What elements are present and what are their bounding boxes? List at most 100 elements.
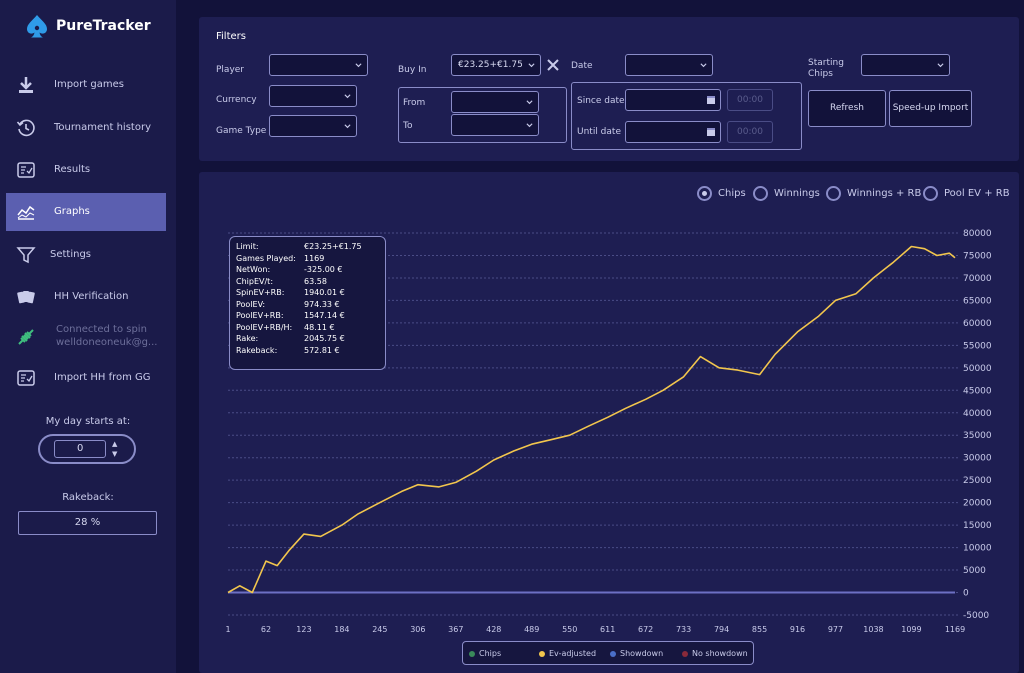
legend-item-ev-adjusted[interactable]: Ev-adjusted: [539, 649, 596, 658]
stat-row: SpinEV+RB: 1940.01 €: [236, 288, 345, 297]
player-select[interactable]: [269, 54, 368, 76]
refresh-button[interactable]: Refresh: [808, 90, 886, 127]
until-time-input[interactable]: 00:00: [727, 121, 773, 143]
since-time-input[interactable]: 00:00: [727, 89, 773, 111]
y-tick-label: 40000: [963, 409, 992, 419]
sidebar-item-results[interactable]: Results: [6, 151, 166, 189]
sidebar-item-label: Connected to spin welldoneoneuk@g...: [56, 324, 158, 348]
sidebar-item-label: Tournament history: [54, 122, 151, 133]
currency-select[interactable]: [269, 85, 357, 107]
radio-winnings[interactable]: Winnings: [753, 186, 820, 201]
sidebar-item-import-games[interactable]: Import games: [6, 66, 166, 104]
legend-dot: [539, 650, 545, 657]
y-tick-label: 55000: [963, 341, 992, 351]
date-select[interactable]: [625, 54, 713, 76]
legend-dot: [469, 650, 475, 657]
radio-label: Chips: [718, 188, 746, 199]
filters-panel: Filters Player Currency Game Type Buy In…: [199, 17, 1019, 161]
until-date-input[interactable]: [625, 121, 721, 143]
rakeback-label: Rakeback:: [62, 492, 114, 503]
x-tick-label: 367: [448, 625, 463, 634]
x-tick-label: 1: [225, 625, 230, 634]
stat-row: Rakeback: 572.81 €: [236, 345, 340, 355]
buy-in-select[interactable]: €23.25+€1.75: [451, 54, 541, 76]
spade-logo-icon: [27, 15, 47, 38]
x-tick-label: 1099: [901, 625, 921, 634]
clear-buy-in-icon[interactable]: [545, 57, 561, 73]
chevron-down-icon[interactable]: ▼: [112, 450, 118, 458]
buy-in-from-select[interactable]: [451, 91, 539, 113]
y-tick-label: 80000: [963, 229, 992, 239]
x-tick-label: 672: [638, 625, 653, 634]
buy-in-to-select[interactable]: [451, 114, 539, 136]
speedup-import-button[interactable]: Speed-up Import: [889, 90, 972, 127]
radio-dot[interactable]: [697, 186, 712, 201]
y-tick-label: 30000: [963, 454, 992, 464]
x-tick-label: 1038: [863, 625, 883, 634]
graph-panel: Chips Winnings Winnings + RB Pool EV + R…: [199, 172, 1019, 673]
y-tick-label: 75000: [963, 251, 992, 261]
radio-dot[interactable]: [826, 186, 841, 201]
radio-chips[interactable]: Chips: [697, 186, 746, 201]
legend-dot: [682, 650, 688, 657]
sidebar-item-hh-verification[interactable]: HH Verification: [6, 278, 166, 316]
y-tick-label: -5000: [963, 611, 989, 621]
x-tick-label: 1169: [945, 625, 965, 634]
logo: PureTracker: [26, 14, 151, 38]
x-tick-label: 916: [790, 625, 805, 634]
x-tick-label: 123: [296, 625, 311, 634]
sidebar-item-tournament-history[interactable]: Tournament history: [6, 109, 166, 147]
legend-item-showdown[interactable]: Showdown: [610, 649, 663, 658]
player-label: Player: [216, 65, 245, 75]
legend-dot: [610, 650, 616, 657]
radio-label: Pool EV + RB: [944, 188, 1010, 199]
buy-in-label: Buy In: [398, 65, 427, 75]
stat-row: Rake: 2045.75 €: [236, 334, 345, 343]
x-tick-label: 611: [600, 625, 615, 634]
chevron-down-icon: [700, 63, 707, 68]
y-tick-label: 0: [963, 589, 969, 599]
chevron-down-icon: [937, 63, 944, 68]
stat-row: PoolEV+RB/H: 48.11 €: [236, 322, 335, 332]
sidebar-item-import-hh-gg[interactable]: Import HH from GG: [6, 359, 166, 397]
legend-item-no-showdown[interactable]: No showdown: [682, 649, 748, 658]
rakeback-field[interactable]: 28 %: [18, 511, 157, 535]
game-type-label: Game Type: [216, 126, 267, 136]
chevron-up-icon[interactable]: ▲: [112, 440, 118, 448]
stat-row: PoolEV: 974.33 €: [236, 299, 340, 309]
x-tick-label: 977: [828, 625, 843, 634]
since-date-input[interactable]: [625, 89, 721, 111]
x-tick-label: 428: [486, 625, 501, 634]
results-icon: [17, 162, 35, 178]
game-type-select[interactable]: [269, 115, 357, 137]
y-tick-label: 15000: [963, 521, 992, 531]
history-icon: [16, 119, 35, 137]
starting-chips-select[interactable]: [861, 54, 950, 76]
series-line: [227, 245, 956, 594]
y-tick-label: 10000: [963, 544, 992, 554]
calendar-icon: [707, 96, 715, 104]
filter-icon: [16, 247, 36, 264]
sidebar-item-graphs[interactable]: Graphs: [6, 193, 166, 231]
radio-pool-ev-rb[interactable]: Pool EV + RB: [923, 186, 1010, 201]
radio-label: Winnings: [774, 188, 820, 199]
buy-in-value: €23.25+€1.75: [458, 60, 523, 70]
plug-icon: [18, 329, 34, 345]
currency-label: Currency: [216, 95, 257, 105]
date-label: Date: [571, 61, 593, 71]
radio-dot[interactable]: [753, 186, 768, 201]
sidebar-item-connection: Connected to spin welldoneoneuk@g...: [6, 318, 166, 356]
chevron-down-icon: [526, 123, 533, 128]
sidebar-item-label: Settings: [50, 249, 92, 260]
stat-row: ChipEV/t: 63.58: [236, 276, 327, 286]
radio-label: Winnings + RB: [847, 188, 922, 199]
day-start-input[interactable]: 0: [54, 440, 106, 458]
sidebar-item-settings[interactable]: Settings: [6, 236, 166, 274]
stepper-arrows[interactable]: ▲ ▼: [112, 439, 117, 459]
from-label: From: [403, 98, 426, 108]
legend-item-chips[interactable]: Chips: [469, 649, 501, 658]
radio-dot[interactable]: [923, 186, 938, 201]
day-start-stepper: 0 ▲ ▼: [38, 434, 136, 464]
x-tick-label: 306: [410, 625, 425, 634]
radio-winnings-rb[interactable]: Winnings + RB: [826, 186, 921, 201]
